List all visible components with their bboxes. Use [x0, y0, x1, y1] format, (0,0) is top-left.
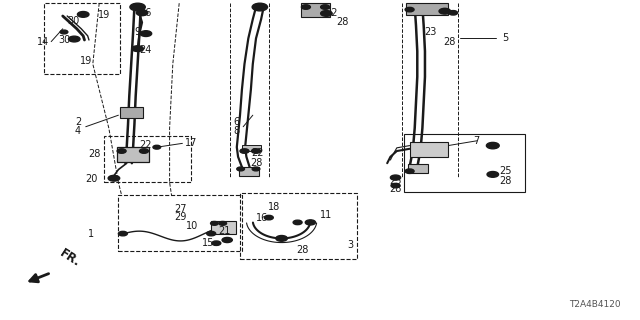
Circle shape — [237, 167, 244, 171]
Text: 1: 1 — [88, 229, 94, 239]
Polygon shape — [301, 3, 330, 17]
Circle shape — [391, 183, 400, 188]
Circle shape — [252, 3, 268, 11]
Circle shape — [222, 237, 232, 243]
Circle shape — [321, 11, 332, 16]
Circle shape — [405, 7, 414, 12]
Circle shape — [305, 220, 316, 225]
Polygon shape — [239, 167, 259, 176]
Text: 2: 2 — [75, 117, 81, 127]
Text: 15: 15 — [202, 238, 214, 248]
Circle shape — [449, 11, 458, 15]
Text: 11: 11 — [320, 210, 333, 220]
Circle shape — [486, 142, 499, 149]
Circle shape — [321, 5, 330, 9]
Circle shape — [136, 10, 148, 16]
Circle shape — [108, 175, 120, 181]
Text: 18: 18 — [268, 202, 280, 212]
Text: 6: 6 — [234, 117, 240, 127]
Text: 10: 10 — [186, 220, 198, 231]
Polygon shape — [242, 145, 261, 151]
Circle shape — [212, 241, 221, 245]
Text: 3: 3 — [348, 240, 354, 250]
Text: 24: 24 — [140, 44, 152, 55]
Text: 23: 23 — [424, 27, 436, 37]
Circle shape — [77, 12, 89, 17]
Text: FR.: FR. — [58, 246, 83, 269]
Text: 28: 28 — [250, 158, 262, 168]
Text: 28: 28 — [296, 244, 308, 255]
Polygon shape — [406, 3, 448, 15]
Circle shape — [68, 36, 80, 42]
Text: 5: 5 — [502, 33, 509, 44]
Circle shape — [240, 149, 249, 153]
Circle shape — [118, 231, 127, 236]
Polygon shape — [211, 221, 236, 234]
Text: 16: 16 — [256, 212, 269, 223]
Text: 26: 26 — [140, 8, 152, 18]
Text: 28: 28 — [88, 149, 101, 159]
Text: 30: 30 — [58, 35, 70, 45]
Text: 30: 30 — [67, 16, 80, 26]
Circle shape — [140, 31, 152, 36]
Text: 14: 14 — [37, 36, 50, 47]
Circle shape — [276, 236, 287, 241]
Circle shape — [439, 8, 451, 14]
Circle shape — [130, 3, 145, 11]
Text: 28: 28 — [336, 17, 349, 28]
Text: 22: 22 — [325, 8, 338, 18]
Polygon shape — [408, 164, 428, 173]
Circle shape — [140, 149, 148, 153]
Text: 28: 28 — [389, 184, 402, 195]
Circle shape — [301, 5, 310, 9]
Circle shape — [487, 172, 499, 177]
Text: 20: 20 — [85, 174, 98, 184]
Circle shape — [264, 215, 273, 220]
Text: 19: 19 — [98, 10, 111, 20]
Text: 28: 28 — [499, 176, 512, 186]
Circle shape — [60, 30, 68, 34]
Text: 7: 7 — [474, 136, 480, 146]
Polygon shape — [120, 107, 143, 118]
Circle shape — [293, 220, 302, 225]
Text: 9: 9 — [134, 27, 141, 37]
Text: 4: 4 — [75, 126, 81, 136]
Text: T2A4B4120: T2A4B4120 — [569, 300, 621, 309]
Circle shape — [252, 167, 260, 171]
Text: 22: 22 — [140, 140, 152, 150]
Circle shape — [219, 221, 227, 225]
Text: 22: 22 — [252, 148, 264, 158]
Text: 8: 8 — [234, 126, 240, 136]
Text: 27: 27 — [174, 204, 187, 214]
Circle shape — [405, 169, 414, 173]
Circle shape — [153, 145, 161, 149]
Text: 25: 25 — [499, 166, 512, 176]
Text: 17: 17 — [184, 138, 197, 148]
Circle shape — [252, 149, 260, 153]
Circle shape — [207, 231, 216, 236]
Text: 21: 21 — [218, 226, 230, 236]
Circle shape — [390, 175, 401, 180]
Circle shape — [132, 46, 143, 52]
Circle shape — [117, 149, 126, 153]
Text: 29: 29 — [174, 212, 187, 222]
Text: 28: 28 — [443, 36, 456, 47]
Text: 25: 25 — [389, 176, 402, 186]
Polygon shape — [410, 142, 448, 157]
Polygon shape — [117, 147, 149, 162]
Circle shape — [211, 221, 218, 225]
Text: 19: 19 — [80, 56, 93, 66]
